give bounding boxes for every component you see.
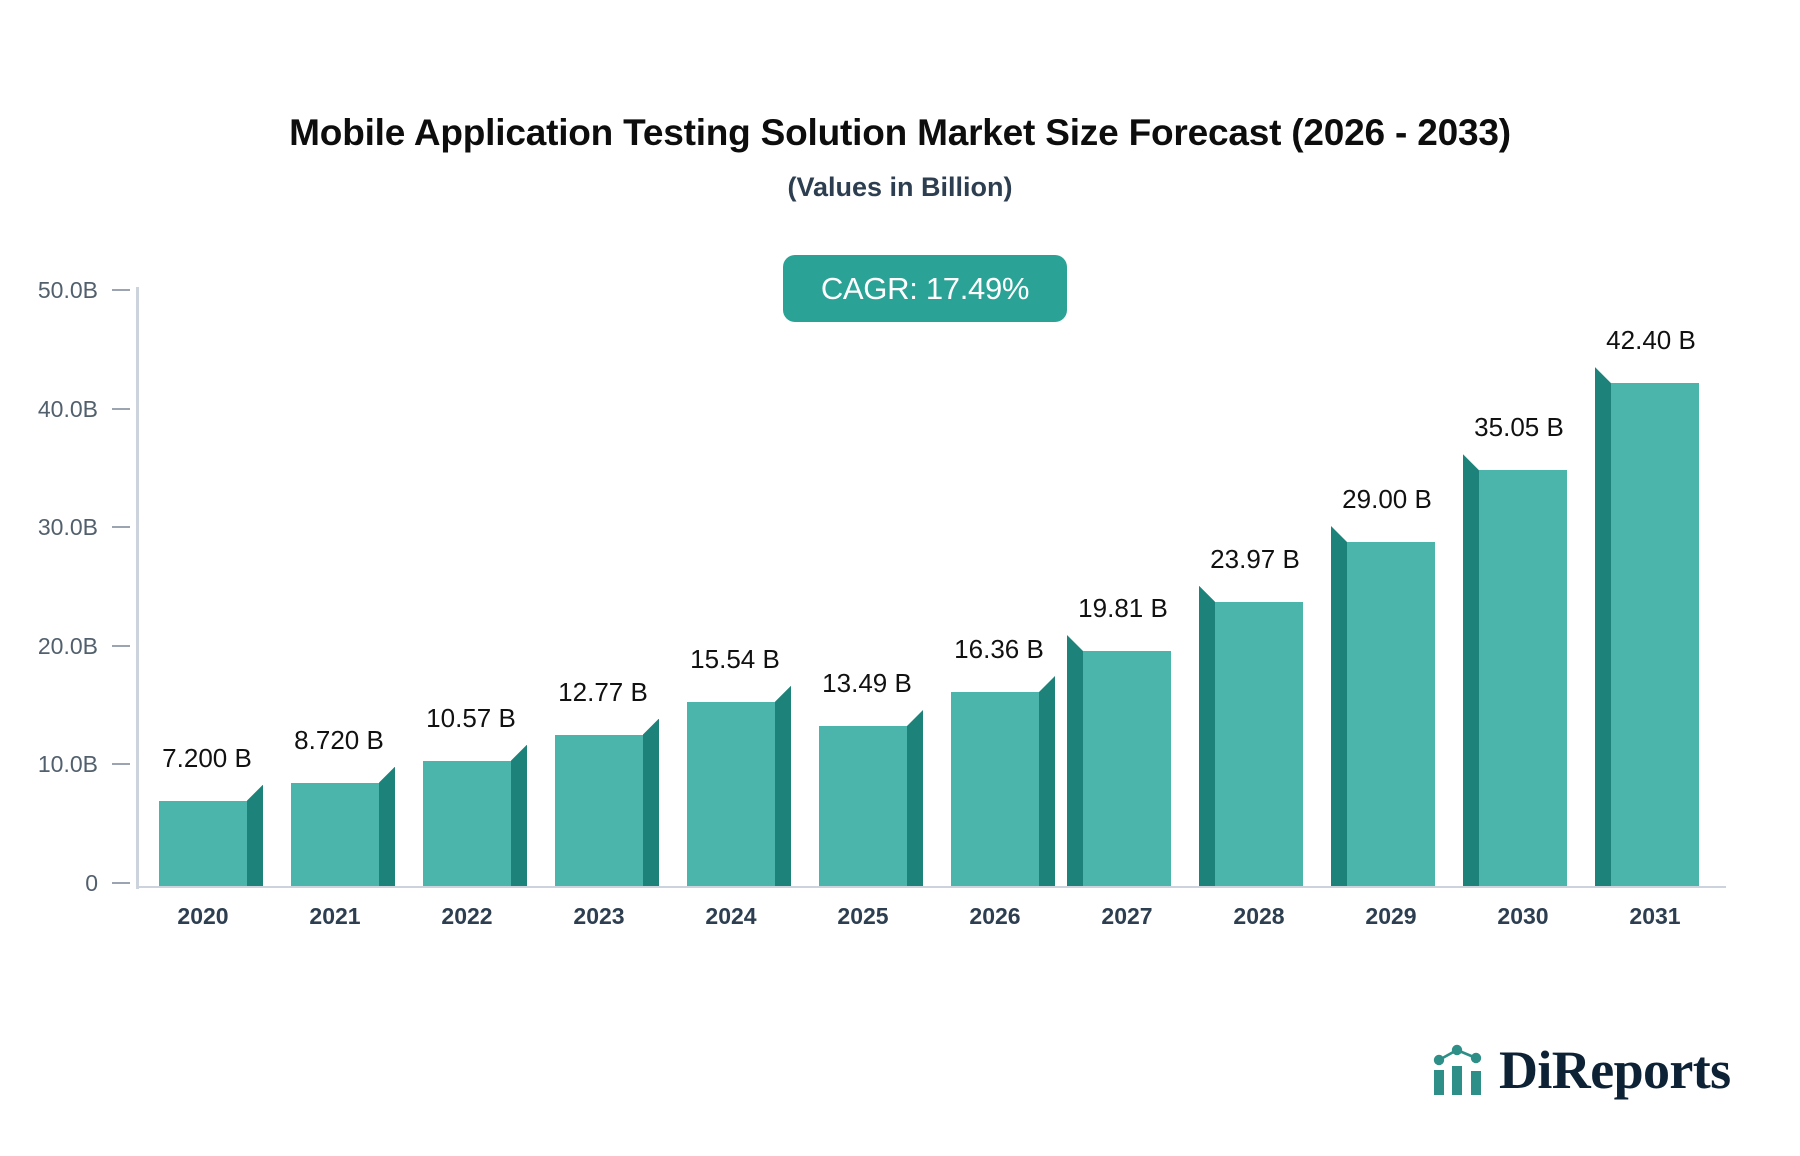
x-axis-label: 2020 bbox=[177, 903, 229, 929]
bar-side-face bbox=[379, 766, 395, 886]
bar-side-face bbox=[247, 784, 263, 886]
y-axis-tick-label: 30.0B bbox=[37, 514, 98, 541]
bar[interactable] bbox=[407, 744, 527, 886]
bar-value-label: 10.57 B bbox=[426, 702, 516, 733]
bar-value-label: 13.49 B bbox=[822, 668, 912, 698]
bar-value-label: 23.97 B bbox=[1210, 543, 1300, 574]
bar[interactable] bbox=[539, 718, 659, 886]
bar-side-face bbox=[1199, 585, 1215, 886]
bar[interactable] bbox=[671, 685, 791, 886]
bar-front-face bbox=[555, 734, 643, 886]
bar[interactable] bbox=[1331, 526, 1451, 886]
bar-side-face bbox=[1331, 526, 1347, 886]
y-axis-tick-label: 50.0B bbox=[37, 277, 98, 303]
bar[interactable] bbox=[1595, 367, 1715, 886]
bar-value-label: 29.00 B bbox=[1342, 484, 1432, 515]
bar-side-face bbox=[511, 744, 527, 886]
y-axis-tick: 10.0B bbox=[0, 751, 130, 778]
bar-front-face bbox=[291, 782, 379, 886]
bar-front-face bbox=[1479, 470, 1567, 886]
y-axis-tick: 30.0B bbox=[0, 514, 130, 541]
bar-front-face bbox=[819, 726, 907, 886]
bar-side-face bbox=[643, 718, 659, 886]
bar-side-face bbox=[1463, 454, 1479, 886]
y-axis-tick-mark bbox=[112, 881, 130, 884]
cagr-badge: CAGR: 17.49% bbox=[783, 255, 1067, 322]
x-axis-label: 2024 bbox=[705, 903, 757, 929]
x-axis-label: 2030 bbox=[1497, 903, 1549, 929]
bar-chart-icon bbox=[1433, 1044, 1482, 1095]
x-axis-label: 2022 bbox=[441, 903, 493, 929]
page-subtitle: (Values in Billion) bbox=[787, 172, 1013, 202]
bar-value-label: 16.36 B bbox=[954, 633, 1044, 664]
x-axis-label: 2028 bbox=[1233, 903, 1285, 929]
x-axis-line bbox=[136, 886, 1726, 888]
bar-value-label: 15.54 B bbox=[690, 643, 780, 674]
bar-front-face bbox=[1215, 601, 1303, 886]
bar[interactable] bbox=[143, 784, 263, 886]
y-axis-tick: 0 bbox=[0, 870, 130, 897]
bar-front-face bbox=[951, 691, 1039, 886]
x-axis-label: 2027 bbox=[1101, 903, 1153, 929]
bar-value-label: 42.40 B bbox=[1606, 325, 1696, 356]
x-axis-label: 2029 bbox=[1365, 903, 1417, 929]
x-axis-label: 2025 bbox=[837, 903, 889, 929]
x-axis-label: 2031 bbox=[1629, 903, 1681, 929]
logo-text: DiReports bbox=[1499, 1040, 1731, 1100]
bar-side-face bbox=[1067, 635, 1083, 886]
page-title: Mobile Application Testing Solution Mark… bbox=[289, 112, 1511, 153]
y-axis-tick-mark bbox=[112, 407, 130, 410]
bar-value-label: 7.200 B bbox=[162, 742, 252, 773]
bar-side-face bbox=[775, 685, 791, 886]
bar-front-face bbox=[1083, 651, 1171, 886]
bar[interactable] bbox=[1067, 635, 1187, 886]
bar-front-face bbox=[1347, 542, 1435, 886]
y-axis-tick-mark bbox=[112, 644, 130, 647]
bar-value-label: 8.720 B bbox=[294, 724, 384, 755]
y-axis-tick-label: 10.0B bbox=[37, 751, 98, 778]
x-axis-label: 2026 bbox=[969, 903, 1021, 929]
bar[interactable] bbox=[803, 710, 923, 886]
y-axis-tick: 50.0B bbox=[0, 277, 130, 304]
y-axis-tick-mark bbox=[112, 288, 130, 291]
cagr-badge-label: CAGR: 17.49% bbox=[820, 270, 1030, 306]
bar-value-label: 35.05 B bbox=[1474, 412, 1564, 443]
y-axis-tick-mark bbox=[112, 526, 130, 529]
bar[interactable] bbox=[1199, 585, 1319, 886]
y-axis-tick: 20.0B bbox=[0, 633, 130, 660]
bar-front-face bbox=[1611, 383, 1699, 886]
bar-front-face bbox=[687, 701, 775, 886]
bar-side-face bbox=[907, 710, 923, 886]
bar-side-face bbox=[1595, 367, 1611, 886]
bar-front-face bbox=[423, 760, 511, 886]
bar-side-face bbox=[1039, 675, 1055, 886]
direports-logo: DiReports bbox=[1432, 1043, 1731, 1097]
y-axis-tick-mark bbox=[112, 763, 130, 766]
x-axis-label: 2023 bbox=[573, 903, 625, 929]
y-axis-tick-label: 0 bbox=[85, 870, 98, 896]
y-axis-tick-label: 40.0B bbox=[37, 395, 98, 422]
bar-front-face bbox=[159, 800, 247, 886]
y-axis-line bbox=[136, 287, 139, 889]
x-axis-label: 2021 bbox=[309, 903, 361, 929]
bar[interactable] bbox=[1463, 454, 1583, 886]
y-axis-tick: 40.0B bbox=[0, 396, 130, 423]
bar[interactable] bbox=[935, 675, 1055, 886]
bar-value-label: 12.77 B bbox=[558, 676, 648, 707]
y-axis-tick-label: 20.0B bbox=[37, 632, 98, 659]
bar[interactable] bbox=[275, 766, 395, 886]
bar-value-label: 19.81 B bbox=[1078, 593, 1168, 624]
